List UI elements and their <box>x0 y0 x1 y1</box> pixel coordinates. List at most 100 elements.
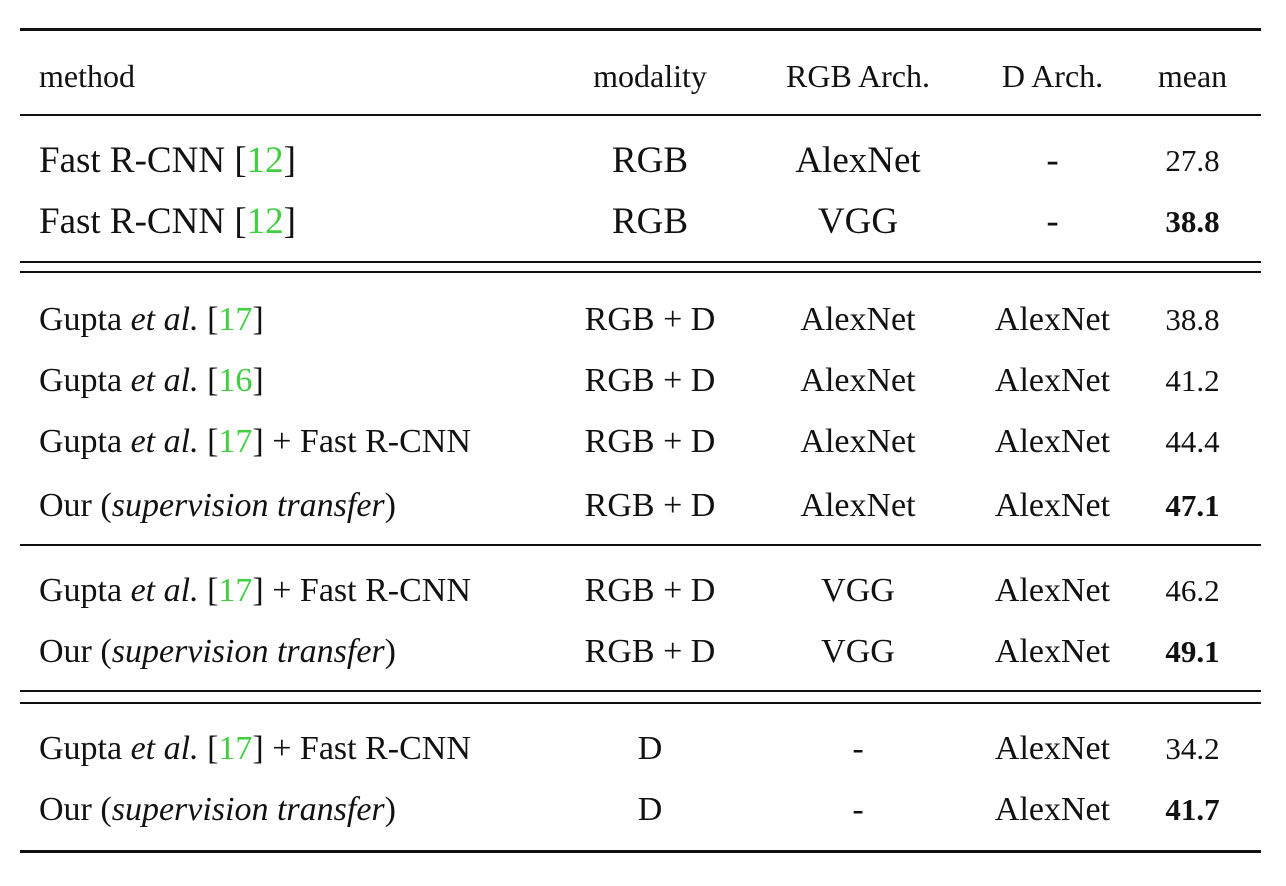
table-row: Our (supervision transfer) RGB + D VGG A… <box>20 621 1261 683</box>
modality-cell: RGB + D <box>584 423 716 460</box>
modality-cell: RGB + D <box>584 301 716 338</box>
method-cell: Fast R-CNN [12] <box>39 140 296 181</box>
method-etal: et al. <box>130 301 199 338</box>
method-etal: et al. <box>130 572 199 609</box>
modality-cell: RGB + D <box>584 487 716 524</box>
modality-cell: RGB + D <box>584 362 716 399</box>
header-method: method <box>39 58 135 94</box>
d-arch-cell: - <box>1046 201 1059 242</box>
group-rule <box>20 544 1261 546</box>
method-name: Our <box>39 791 92 828</box>
table-row: Our (supervision transfer) RGB + D AlexN… <box>20 475 1261 537</box>
header-rule <box>20 114 1261 116</box>
citation-link[interactable]: 17 <box>218 572 253 609</box>
header-d-arch: D Arch. <box>1001 58 1104 94</box>
table-row: Gupta et al. [17] RGB + D AlexNet AlexNe… <box>20 289 1261 351</box>
citation-link[interactable]: 17 <box>218 423 253 460</box>
mean-cell: 46.2 <box>1165 573 1220 608</box>
table-row: Gupta et al. [17] + Fast R-CNN RGB + D V… <box>20 560 1261 622</box>
mean-cell: 34.2 <box>1165 731 1220 766</box>
method-etal: et al. <box>130 362 199 399</box>
method-cell: Our (supervision transfer) <box>39 791 396 828</box>
method-name: Fast R-CNN <box>39 201 226 242</box>
header-modality: modality <box>593 58 707 94</box>
citation-link[interactable]: 17 <box>218 301 253 338</box>
header-rgb-arch: RGB Arch. <box>786 58 930 94</box>
rgb-arch-cell: VGG <box>821 572 895 609</box>
method-variant: supervision transfer <box>111 633 385 670</box>
table-row: Fast R-CNN [12] RGB AlexNet - 27.8 <box>20 130 1261 192</box>
modality-cell: D <box>637 791 663 828</box>
top-rule <box>20 28 1261 31</box>
method-cell: Gupta et al. [17] + Fast R-CNN <box>39 423 471 460</box>
method-cell: Gupta et al. [17] + Fast R-CNN <box>39 572 471 609</box>
d-arch-cell: AlexNet <box>994 791 1111 828</box>
mean-cell-best: 49.1 <box>1165 634 1220 669</box>
mean-cell: 38.8 <box>1165 302 1220 337</box>
method-name: Fast R-CNN <box>39 140 226 181</box>
method-name: Gupta <box>39 730 123 767</box>
d-arch-cell: AlexNet <box>994 730 1111 767</box>
method-name: Our <box>39 487 92 524</box>
table-row: Gupta et al. [17] + Fast R-CNN D - AlexN… <box>20 718 1261 780</box>
bottom-rule <box>20 850 1261 853</box>
method-cell: Our (supervision transfer) <box>39 487 396 524</box>
modality-cell: D <box>637 730 663 767</box>
method-name: Gupta <box>39 362 123 399</box>
method-suffix: + Fast R-CNN <box>272 572 471 609</box>
method-cell: Gupta et al. [17] <box>39 301 264 338</box>
method-cell: Our (supervision transfer) <box>39 633 396 670</box>
d-arch-cell: AlexNet <box>994 301 1111 338</box>
citation-link[interactable]: 12 <box>246 140 284 181</box>
mean-cell: 41.2 <box>1165 363 1220 398</box>
method-name: Gupta <box>39 572 123 609</box>
d-arch-cell: AlexNet <box>994 362 1111 399</box>
method-cell: Fast R-CNN [12] <box>39 201 296 242</box>
rgb-arch-cell: - <box>852 791 864 828</box>
rgb-arch-cell: AlexNet <box>800 362 916 399</box>
d-arch-cell: AlexNet <box>994 423 1111 460</box>
header-mean: mean <box>1157 58 1228 94</box>
mean-cell-best: 47.1 <box>1165 488 1220 523</box>
modality-cell: RGB + D <box>584 572 716 609</box>
modality-cell: RGB <box>611 140 689 181</box>
table-row: Fast R-CNN [12] RGB VGG - 38.8 <box>20 191 1261 253</box>
method-name: Our <box>39 633 92 670</box>
method-etal: et al. <box>130 730 199 767</box>
rgb-arch-cell: AlexNet <box>800 423 916 460</box>
citation-link[interactable]: 12 <box>246 201 284 242</box>
method-etal: et al. <box>130 423 199 460</box>
mean-cell-best: 38.8 <box>1165 204 1220 239</box>
method-cell: Gupta et al. [17] + Fast R-CNN <box>39 730 471 767</box>
citation-link[interactable]: 17 <box>218 730 253 767</box>
table-row: Gupta et al. [16] RGB + D AlexNet AlexNe… <box>20 350 1261 412</box>
double-rule-top <box>20 690 1261 692</box>
double-rule-bottom <box>20 702 1261 704</box>
header-row: method modality RGB Arch. D Arch. mean <box>20 45 1261 107</box>
modality-cell: RGB <box>611 201 689 242</box>
rgb-arch-cell: VGG <box>817 201 899 242</box>
method-name: Gupta <box>39 423 123 460</box>
method-variant: supervision transfer <box>111 791 385 828</box>
rgb-arch-cell: AlexNet <box>800 487 916 524</box>
method-suffix: + Fast R-CNN <box>272 423 471 460</box>
mean-cell: 27.8 <box>1165 143 1220 178</box>
method-cell: Gupta et al. [16] <box>39 362 264 399</box>
d-arch-cell: - <box>1046 140 1059 181</box>
method-name: Gupta <box>39 301 123 338</box>
double-rule-top <box>20 261 1261 263</box>
d-arch-cell: AlexNet <box>994 633 1111 670</box>
mean-cell: 44.4 <box>1165 424 1220 459</box>
rgb-arch-cell: AlexNet <box>795 140 921 181</box>
citation-link[interactable]: 16 <box>218 362 253 399</box>
method-suffix: + Fast R-CNN <box>272 730 471 767</box>
table-row: Gupta et al. [17] + Fast R-CNN RGB + D A… <box>20 411 1261 473</box>
double-rule-bottom <box>20 271 1261 273</box>
rgb-arch-cell: AlexNet <box>800 301 916 338</box>
d-arch-cell: AlexNet <box>994 572 1111 609</box>
rgb-arch-cell: VGG <box>821 633 895 670</box>
table-row: Our (supervision transfer) D - AlexNet 4… <box>20 779 1261 841</box>
method-variant: supervision transfer <box>111 487 385 524</box>
rgb-arch-cell: - <box>852 730 864 767</box>
modality-cell: RGB + D <box>584 633 716 670</box>
